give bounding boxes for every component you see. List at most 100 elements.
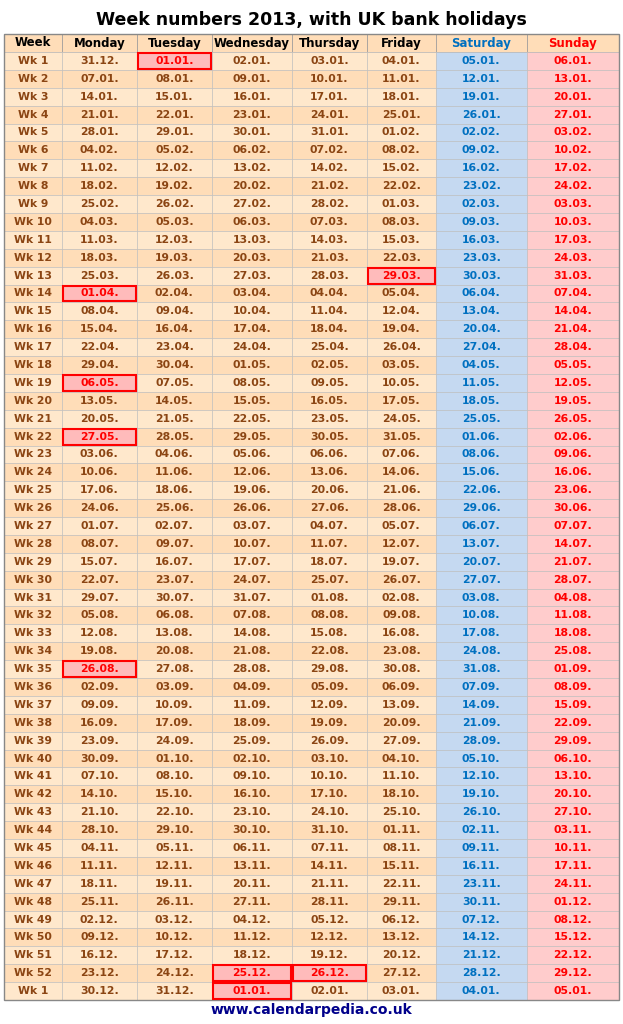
Bar [212, 445, 292, 464]
Text: 19.06.: 19.06. [232, 485, 271, 496]
Text: 31.12.: 31.12. [155, 986, 194, 996]
Text: Wk 1: Wk 1 [17, 986, 48, 996]
Bar [527, 52, 619, 70]
Text: 04.05.: 04.05. [462, 360, 500, 370]
Bar [4, 374, 62, 392]
Text: 14.06.: 14.06. [382, 467, 421, 477]
Bar [212, 606, 292, 625]
Text: Wk 20: Wk 20 [14, 396, 52, 406]
Text: 16.10.: 16.10. [232, 790, 271, 800]
Bar [527, 445, 619, 464]
Bar [435, 982, 527, 1000]
Bar [292, 696, 367, 714]
Bar [212, 553, 292, 570]
Bar [292, 410, 367, 428]
Bar [435, 893, 527, 910]
Bar [367, 70, 435, 88]
Text: 15.08.: 15.08. [310, 629, 349, 638]
Bar [137, 570, 212, 589]
Text: Wk 34: Wk 34 [14, 646, 52, 656]
Text: 05.09.: 05.09. [310, 682, 349, 692]
Text: 09.06.: 09.06. [554, 450, 592, 460]
Text: 15.03.: 15.03. [382, 234, 421, 245]
Text: 14.12.: 14.12. [462, 933, 501, 942]
Bar [435, 249, 527, 266]
Bar [137, 785, 212, 803]
Text: 02.06.: 02.06. [553, 431, 592, 441]
Text: 12.08.: 12.08. [80, 629, 118, 638]
Text: 22.01.: 22.01. [155, 110, 194, 120]
Text: 16.05.: 16.05. [310, 396, 349, 406]
Text: 02.12.: 02.12. [80, 914, 119, 925]
Text: 13.03.: 13.03. [232, 234, 271, 245]
Bar [62, 767, 137, 785]
Bar [137, 642, 212, 660]
Bar [367, 965, 435, 982]
Bar [4, 553, 62, 570]
Text: 18.04.: 18.04. [310, 325, 349, 334]
Bar [292, 570, 367, 589]
Text: 25.03.: 25.03. [80, 270, 119, 281]
Bar [292, 910, 367, 929]
Bar [137, 481, 212, 499]
Text: 14.04.: 14.04. [553, 306, 592, 316]
Bar [4, 160, 62, 177]
Text: 09.02.: 09.02. [462, 145, 500, 156]
Text: 20.02.: 20.02. [232, 181, 271, 191]
Bar [4, 302, 62, 321]
Bar [527, 982, 619, 1000]
Bar [527, 160, 619, 177]
Text: 02.04.: 02.04. [155, 289, 194, 298]
Text: 06.02.: 06.02. [232, 145, 271, 156]
Bar [212, 374, 292, 392]
Text: 23.12.: 23.12. [80, 968, 119, 978]
Bar [212, 785, 292, 803]
Text: 05.04.: 05.04. [382, 289, 421, 298]
Text: Wk 4: Wk 4 [17, 110, 48, 120]
Text: 22.08.: 22.08. [310, 646, 349, 656]
Text: 11.02.: 11.02. [80, 163, 118, 173]
Bar [367, 374, 435, 392]
Text: 09.08.: 09.08. [382, 610, 421, 621]
Text: 14.03.: 14.03. [310, 234, 349, 245]
Text: 03.03.: 03.03. [553, 199, 592, 209]
Text: 04.04.: 04.04. [310, 289, 349, 298]
Text: 31.07.: 31.07. [232, 593, 271, 602]
Bar [137, 428, 212, 445]
Text: 09.09.: 09.09. [80, 699, 118, 710]
Text: 05.02.: 05.02. [155, 145, 194, 156]
Bar [367, 410, 435, 428]
Text: 23.09.: 23.09. [80, 735, 119, 745]
Bar [137, 839, 212, 857]
Bar [137, 660, 212, 678]
Text: 16.09.: 16.09. [80, 718, 118, 728]
Bar [435, 929, 527, 946]
Bar [368, 267, 435, 284]
Bar [62, 249, 137, 266]
Bar [292, 660, 367, 678]
Text: 06.03.: 06.03. [232, 217, 271, 227]
Bar [367, 678, 435, 696]
Bar [138, 53, 211, 69]
Text: 24.03.: 24.03. [553, 253, 592, 263]
Text: Wk 9: Wk 9 [17, 199, 48, 209]
Bar [62, 338, 137, 356]
Text: 09.01.: 09.01. [232, 74, 271, 84]
Bar [292, 499, 367, 517]
Bar [292, 88, 367, 105]
Bar [137, 196, 212, 213]
Bar [4, 678, 62, 696]
Bar [137, 874, 212, 893]
Text: 21.12.: 21.12. [462, 950, 501, 961]
Bar [4, 965, 62, 982]
Text: 27.12.: 27.12. [382, 968, 421, 978]
Text: 06.10.: 06.10. [554, 754, 592, 764]
Text: 14.07.: 14.07. [553, 539, 592, 549]
Text: Wk 38: Wk 38 [14, 718, 52, 728]
Bar [137, 285, 212, 302]
Text: 17.09.: 17.09. [155, 718, 194, 728]
Text: 10.02.: 10.02. [554, 145, 592, 156]
Text: Monday: Monday [74, 37, 125, 49]
Text: 27.07.: 27.07. [462, 574, 501, 585]
Text: 13.07.: 13.07. [462, 539, 501, 549]
